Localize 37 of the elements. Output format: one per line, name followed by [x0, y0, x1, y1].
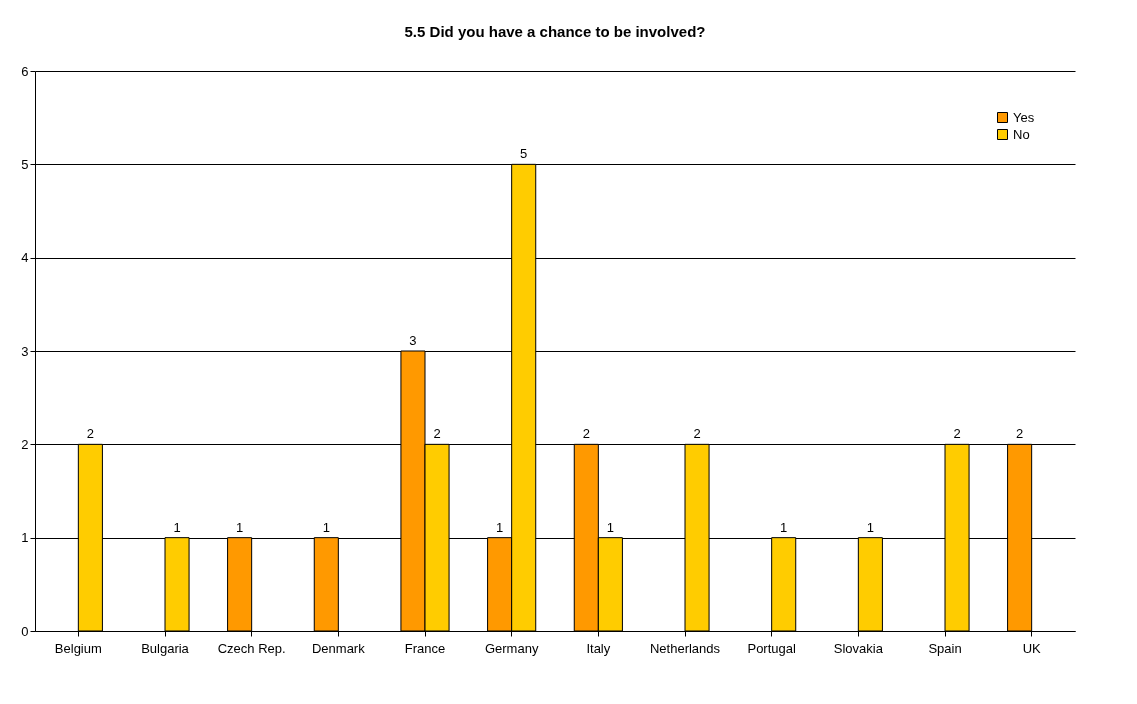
x-tick-label: Bulgaria [141, 640, 190, 656]
y-tick-label: 6 [21, 63, 29, 79]
y-tick-label: 0 [21, 623, 29, 639]
data-label: 2 [86, 426, 94, 442]
x-tick-label: Slovakia [833, 640, 884, 656]
y-tick-label: 2 [21, 436, 29, 452]
x-tick-label: France [404, 640, 446, 656]
data-label: 2 [693, 426, 701, 442]
legend-label: No [1013, 126, 1030, 142]
y-tick-label: 3 [21, 343, 29, 359]
y-tick-label: 4 [21, 250, 29, 266]
data-label: 2 [953, 426, 961, 442]
x-tick-label: Spain [928, 640, 962, 656]
y-tick-label: 1 [21, 530, 29, 546]
data-label: 1 [173, 519, 181, 535]
x-tick-label: Italy [586, 640, 611, 656]
data-label: 1 [496, 519, 504, 535]
legend-label: Yes [1013, 109, 1035, 125]
data-label: 1 [322, 519, 330, 535]
x-tick-label: Germany [484, 640, 539, 656]
data-label: 3 [409, 333, 417, 348]
data-label: 1 [236, 519, 244, 535]
x-tick-label: UK [1022, 640, 1042, 656]
x-tick-label: Czech Rep. [217, 640, 286, 656]
x-tick-label: Netherlands [649, 640, 721, 656]
x-tick-label: Portugal [747, 640, 796, 656]
x-tick-label: Belgium [54, 640, 102, 656]
data-label: 1 [780, 519, 788, 535]
chart-title: 5.5 Did you have a chance to be involved? [404, 23, 706, 40]
data-label: 2 [1016, 426, 1024, 442]
data-label: 1 [606, 519, 614, 535]
x-tick-label: Denmark [311, 640, 366, 656]
data-label: 1 [866, 519, 874, 535]
data-label: 5 [520, 146, 528, 162]
data-label: 2 [433, 426, 441, 442]
y-tick-label: 5 [21, 156, 29, 172]
data-label: 2 [582, 426, 590, 442]
